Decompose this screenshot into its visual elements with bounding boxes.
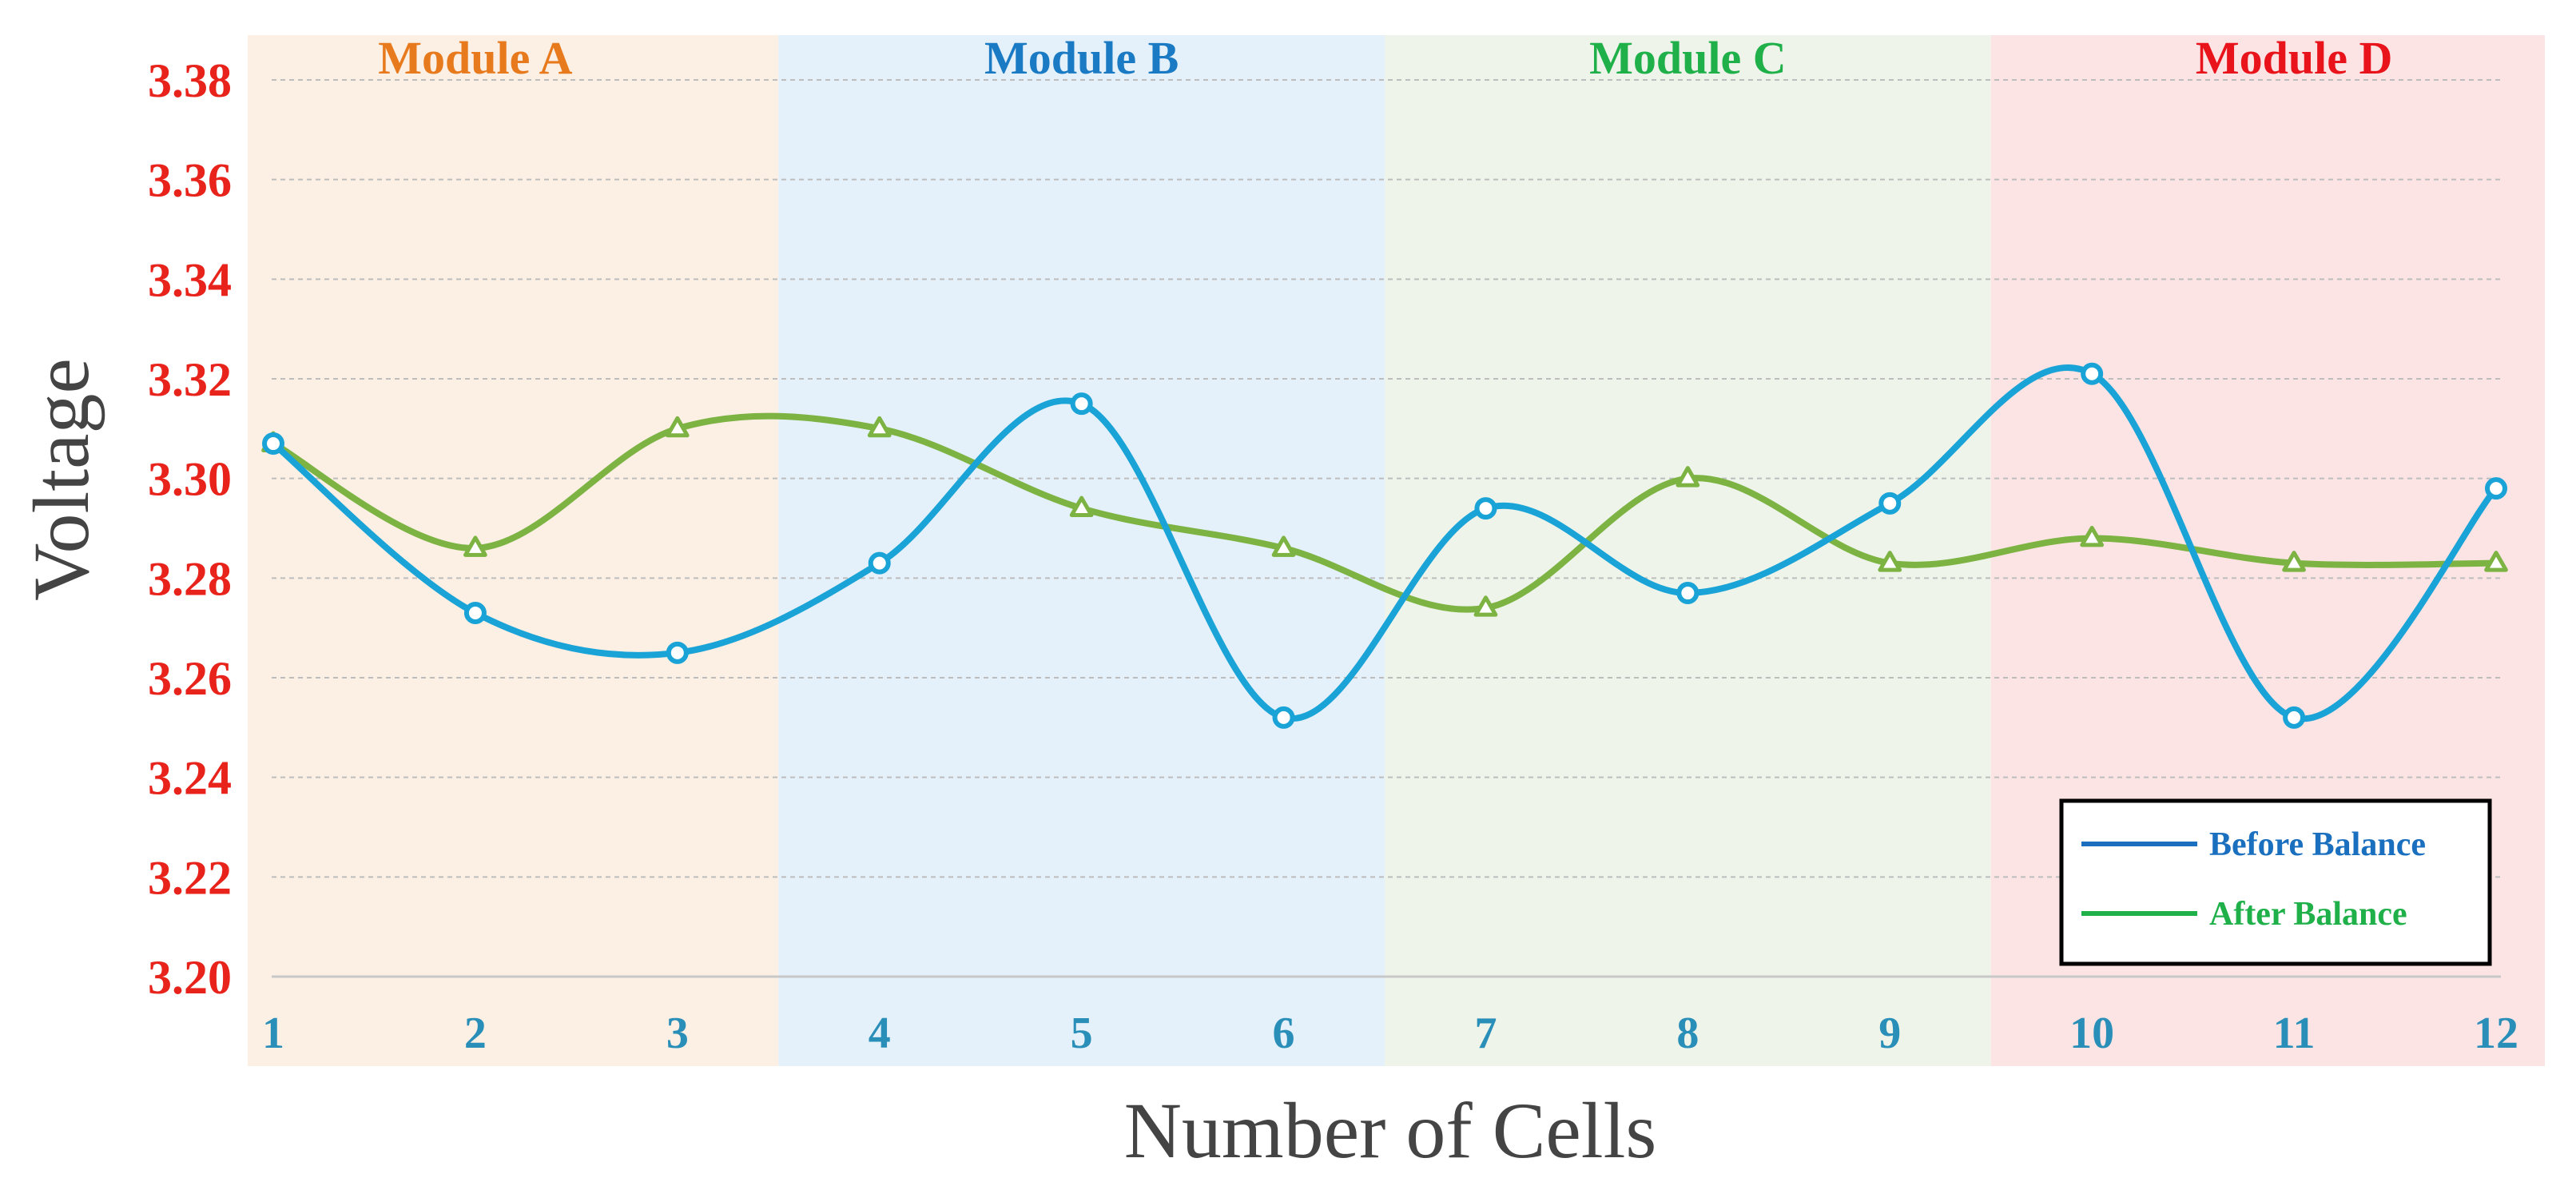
y-tick-label: 3.26 bbox=[148, 652, 232, 705]
data-point-after-balance bbox=[2282, 551, 2306, 572]
y-axis-label: Voltage bbox=[17, 358, 105, 601]
legend-box bbox=[2059, 798, 2492, 966]
data-point-before-balance bbox=[262, 432, 284, 456]
data-point-after-balance bbox=[2080, 525, 2105, 547]
x-tick-label: 10 bbox=[2069, 1009, 2114, 1058]
region-label-module-a: Module A bbox=[378, 32, 572, 84]
data-point-before-balance bbox=[2283, 706, 2306, 729]
x-tick-label: 4 bbox=[869, 1009, 891, 1058]
x-tick-label: 12 bbox=[2474, 1009, 2518, 1058]
data-point-before-balance bbox=[1272, 706, 1295, 729]
data-point-after-balance bbox=[1676, 466, 1700, 488]
y-tick-label: 3.20 bbox=[148, 951, 232, 1004]
region-label-module-b: Module B bbox=[984, 32, 1179, 84]
data-point-before-balance bbox=[1070, 392, 1093, 416]
x-axis-label: Number of Cells bbox=[1124, 1086, 1657, 1175]
x-tick-label: 6 bbox=[1273, 1009, 1295, 1058]
data-point-after-balance bbox=[867, 416, 892, 438]
legend-label-after-balance: After Balance bbox=[2209, 896, 2407, 933]
y-tick-label: 3.36 bbox=[148, 154, 232, 207]
x-tick-label: 1 bbox=[262, 1009, 284, 1058]
data-point-before-balance bbox=[1878, 492, 1902, 515]
y-tick-label: 3.30 bbox=[148, 453, 232, 506]
y-tick-label: 3.38 bbox=[148, 54, 232, 107]
x-tick-label: 7 bbox=[1474, 1009, 1497, 1058]
y-tick-label: 3.22 bbox=[148, 851, 232, 904]
region-label-module-c: Module C bbox=[1589, 32, 1787, 84]
x-tick-label: 3 bbox=[666, 1009, 689, 1058]
data-point-before-balance bbox=[1676, 582, 1699, 605]
y-tick-label: 3.34 bbox=[148, 253, 232, 306]
data-point-after-balance bbox=[665, 416, 690, 438]
data-point-before-balance bbox=[868, 551, 891, 575]
legend: Before Balance After Balance bbox=[2059, 798, 2492, 966]
x-tick-label: 11 bbox=[2273, 1009, 2316, 1058]
data-point-before-balance bbox=[1474, 497, 1497, 520]
y-tick-label: 3.28 bbox=[148, 552, 232, 605]
data-point-before-balance bbox=[2081, 362, 2104, 385]
x-tick-label: 9 bbox=[1878, 1009, 1901, 1058]
data-point-before-balance bbox=[666, 641, 689, 664]
region-module-c bbox=[1385, 35, 1991, 1066]
y-tick-label: 3.24 bbox=[148, 752, 232, 805]
region-module-a bbox=[248, 35, 779, 1066]
region-label-module-d: Module D bbox=[2196, 32, 2393, 84]
x-tick-label: 2 bbox=[464, 1009, 487, 1058]
data-point-before-balance bbox=[463, 601, 487, 624]
data-point-after-balance bbox=[1069, 495, 1094, 518]
data-point-after-balance bbox=[2484, 551, 2508, 572]
data-point-before-balance bbox=[2485, 477, 2507, 500]
data-point-after-balance bbox=[463, 535, 487, 557]
data-point-after-balance bbox=[1878, 551, 1902, 572]
data-point-after-balance bbox=[1473, 595, 1498, 617]
legend-label-before-balance: Before Balance bbox=[2209, 826, 2426, 863]
x-tick-label: 8 bbox=[1676, 1009, 1699, 1058]
y-tick-label: 3.32 bbox=[148, 353, 232, 406]
x-tick-label: 5 bbox=[1071, 1009, 1093, 1058]
data-point-after-balance bbox=[1271, 535, 1296, 557]
